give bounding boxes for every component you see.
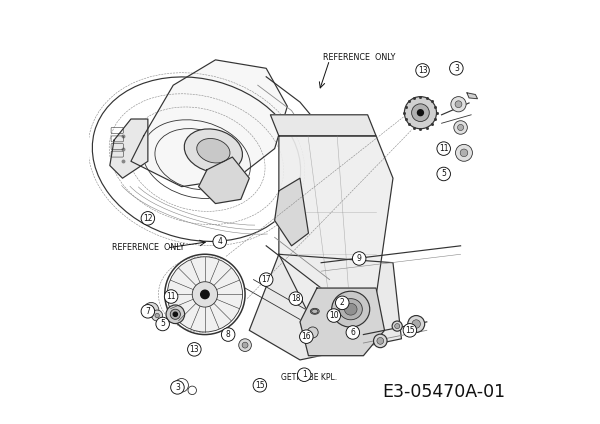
Text: 15: 15 xyxy=(405,326,415,335)
Text: 7: 7 xyxy=(145,307,150,316)
Circle shape xyxy=(460,149,468,156)
Polygon shape xyxy=(467,93,478,99)
Circle shape xyxy=(239,339,251,351)
Text: 8: 8 xyxy=(226,330,230,339)
Circle shape xyxy=(298,368,311,382)
Circle shape xyxy=(156,317,169,331)
Text: 16: 16 xyxy=(302,332,311,341)
Circle shape xyxy=(458,124,464,131)
Ellipse shape xyxy=(339,298,362,320)
Circle shape xyxy=(213,235,226,248)
Ellipse shape xyxy=(344,303,357,315)
Circle shape xyxy=(200,290,209,298)
Circle shape xyxy=(289,292,302,305)
Circle shape xyxy=(192,282,218,307)
Circle shape xyxy=(395,324,400,329)
Ellipse shape xyxy=(184,129,242,173)
Circle shape xyxy=(418,110,424,116)
Polygon shape xyxy=(110,119,148,178)
Text: 1: 1 xyxy=(302,370,307,379)
Circle shape xyxy=(141,304,155,318)
Text: 13: 13 xyxy=(190,345,199,354)
Text: 11: 11 xyxy=(166,292,176,301)
Circle shape xyxy=(167,257,242,332)
Circle shape xyxy=(404,97,437,129)
Circle shape xyxy=(392,321,402,331)
Circle shape xyxy=(451,97,466,112)
Circle shape xyxy=(454,121,467,134)
Circle shape xyxy=(403,324,416,337)
Circle shape xyxy=(155,313,160,318)
Text: 3: 3 xyxy=(454,64,459,73)
Circle shape xyxy=(416,64,430,77)
Text: 18: 18 xyxy=(291,294,301,303)
Text: GETRIEBE KPL.: GETRIEBE KPL. xyxy=(281,373,337,382)
Text: 10: 10 xyxy=(329,311,338,320)
Circle shape xyxy=(173,312,178,316)
Text: E3-05470A-01: E3-05470A-01 xyxy=(382,382,506,401)
Circle shape xyxy=(455,101,462,108)
Circle shape xyxy=(143,302,159,318)
Circle shape xyxy=(437,142,451,155)
Circle shape xyxy=(449,61,463,75)
Text: 17: 17 xyxy=(262,275,271,284)
Text: 5: 5 xyxy=(441,170,446,179)
Circle shape xyxy=(148,307,154,313)
Circle shape xyxy=(455,145,472,161)
Text: 11: 11 xyxy=(439,144,448,153)
Text: 2: 2 xyxy=(340,298,344,307)
Circle shape xyxy=(307,327,318,338)
Circle shape xyxy=(253,379,266,392)
Circle shape xyxy=(166,305,185,324)
Circle shape xyxy=(412,320,421,328)
Circle shape xyxy=(437,167,451,181)
Text: REFERENCE  ONLY: REFERENCE ONLY xyxy=(112,243,184,252)
Text: 6: 6 xyxy=(350,328,355,337)
Circle shape xyxy=(141,212,155,225)
Circle shape xyxy=(335,296,349,310)
Circle shape xyxy=(259,273,273,286)
Polygon shape xyxy=(249,254,401,360)
Ellipse shape xyxy=(197,139,230,163)
Circle shape xyxy=(188,343,201,356)
Ellipse shape xyxy=(311,309,318,313)
Text: 3: 3 xyxy=(175,383,180,392)
Circle shape xyxy=(170,381,184,394)
Text: 15: 15 xyxy=(255,381,265,390)
Circle shape xyxy=(152,310,163,321)
Circle shape xyxy=(412,104,429,122)
Polygon shape xyxy=(199,157,249,204)
Polygon shape xyxy=(300,288,385,356)
Polygon shape xyxy=(271,115,376,136)
Circle shape xyxy=(170,309,181,319)
Polygon shape xyxy=(275,178,308,246)
Text: 5: 5 xyxy=(160,320,165,329)
Polygon shape xyxy=(131,60,287,187)
Polygon shape xyxy=(279,136,393,313)
Circle shape xyxy=(377,338,383,344)
Circle shape xyxy=(299,330,313,343)
Text: 4: 4 xyxy=(217,237,222,246)
Circle shape xyxy=(352,252,366,265)
Circle shape xyxy=(374,334,387,348)
Circle shape xyxy=(346,326,359,339)
Text: 12: 12 xyxy=(143,214,152,223)
Text: REFERENCE  ONLY: REFERENCE ONLY xyxy=(323,53,395,62)
Text: 9: 9 xyxy=(357,254,362,263)
Ellipse shape xyxy=(332,291,370,327)
Circle shape xyxy=(327,309,341,322)
Circle shape xyxy=(408,315,425,332)
Text: 13: 13 xyxy=(418,66,427,75)
Ellipse shape xyxy=(310,308,319,314)
Circle shape xyxy=(164,290,178,303)
Circle shape xyxy=(221,328,235,341)
Circle shape xyxy=(242,342,248,348)
